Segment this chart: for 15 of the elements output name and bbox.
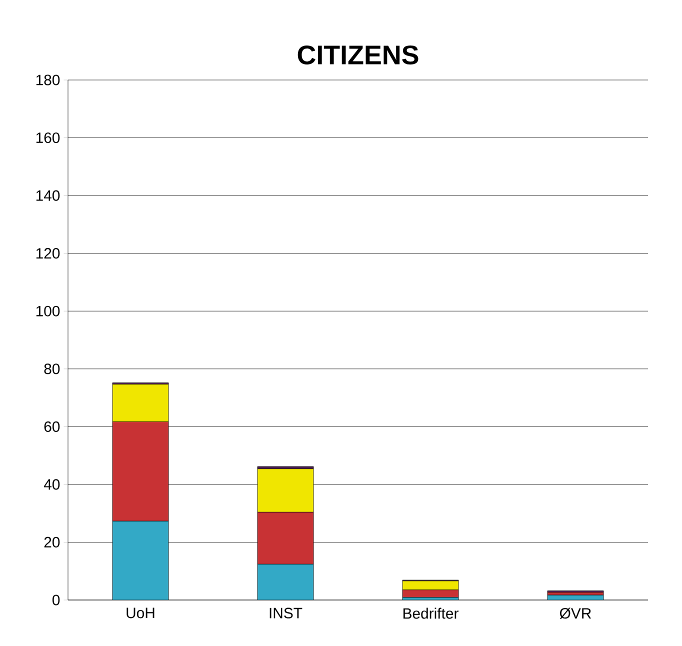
x-tick-label: UoH	[126, 608, 154, 618]
y-tick-label: 40	[44, 479, 60, 490]
x-tick-label: INST	[270, 608, 302, 618]
chart-title: CITIZENS	[298, 45, 418, 64]
x-tick-label: Bedrifter	[403, 608, 458, 619]
x-tick-label: ØVR	[560, 608, 591, 619]
y-tick-label: 100	[36, 306, 60, 316]
y-tick-label: 140	[36, 190, 60, 201]
y-tick-label: 80	[44, 364, 60, 374]
y-tick-label: 120	[36, 248, 60, 259]
y-tick-label: 60	[44, 421, 60, 432]
y-tick-label: 160	[36, 132, 60, 144]
y-tick-label: 20	[44, 536, 60, 548]
y-tick-label: 0	[52, 594, 60, 606]
y-tick-label: 180	[36, 74, 60, 86]
